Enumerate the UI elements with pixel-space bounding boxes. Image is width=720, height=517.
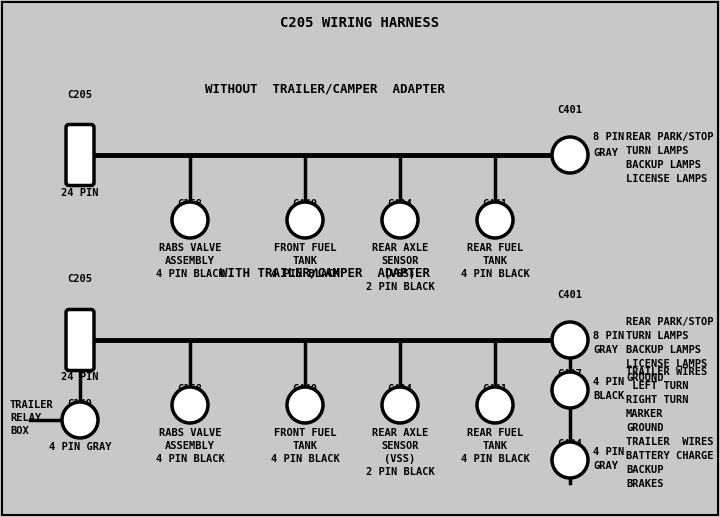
- Text: 24 PIN: 24 PIN: [61, 373, 99, 383]
- Text: 2 PIN BLACK: 2 PIN BLACK: [366, 282, 434, 292]
- Text: C158: C158: [178, 384, 202, 394]
- Text: RELAY: RELAY: [10, 413, 41, 423]
- Circle shape: [552, 372, 588, 408]
- Text: REAR PARK/STOP: REAR PARK/STOP: [626, 317, 714, 327]
- Text: 4 PIN BLACK: 4 PIN BLACK: [156, 454, 225, 464]
- Text: BACKUP: BACKUP: [626, 465, 664, 475]
- Text: 4 PIN BLACK: 4 PIN BLACK: [271, 454, 339, 464]
- Circle shape: [62, 402, 98, 438]
- Text: TRAILER WIRES: TRAILER WIRES: [626, 367, 707, 377]
- Text: SENSOR: SENSOR: [382, 256, 419, 266]
- Text: MARKER: MARKER: [626, 409, 664, 419]
- Text: C441: C441: [482, 199, 508, 209]
- Text: LEFT TURN: LEFT TURN: [626, 381, 688, 391]
- Text: GRAY: GRAY: [593, 461, 618, 471]
- Text: C404: C404: [387, 199, 413, 209]
- Text: C424: C424: [557, 439, 582, 449]
- Text: C205 WIRING HARNESS: C205 WIRING HARNESS: [280, 16, 440, 30]
- Text: 4 PIN BLACK: 4 PIN BLACK: [156, 269, 225, 279]
- Text: WITHOUT  TRAILER/CAMPER  ADAPTER: WITHOUT TRAILER/CAMPER ADAPTER: [205, 82, 445, 95]
- Text: C440: C440: [292, 199, 318, 209]
- Circle shape: [552, 137, 588, 173]
- Text: WITH TRAILER/CAMPER  ADAPTER: WITH TRAILER/CAMPER ADAPTER: [220, 267, 430, 280]
- Text: 8 PIN: 8 PIN: [593, 331, 624, 341]
- FancyBboxPatch shape: [66, 310, 94, 371]
- Circle shape: [287, 387, 323, 423]
- Text: 2 PIN BLACK: 2 PIN BLACK: [366, 467, 434, 477]
- Circle shape: [172, 387, 208, 423]
- Text: ASSEMBLY: ASSEMBLY: [165, 256, 215, 266]
- Text: C407: C407: [557, 369, 582, 379]
- Text: TANK: TANK: [292, 256, 318, 266]
- Text: RABS VALVE: RABS VALVE: [158, 428, 221, 438]
- Text: TANK: TANK: [292, 441, 318, 451]
- Text: REAR PARK/STOP: REAR PARK/STOP: [626, 132, 714, 142]
- Text: 4 PIN: 4 PIN: [593, 377, 624, 387]
- Text: TRAILER: TRAILER: [10, 400, 54, 410]
- Text: GRAY: GRAY: [593, 345, 618, 355]
- Text: ASSEMBLY: ASSEMBLY: [165, 441, 215, 451]
- Text: C401: C401: [557, 290, 582, 300]
- Text: TURN LAMPS: TURN LAMPS: [626, 331, 688, 341]
- Text: TANK: TANK: [482, 441, 508, 451]
- Text: BACKUP LAMPS: BACKUP LAMPS: [626, 160, 701, 170]
- Text: BLACK: BLACK: [593, 391, 624, 401]
- Text: GRAY: GRAY: [593, 148, 618, 158]
- Text: 8 PIN: 8 PIN: [593, 132, 624, 142]
- Text: FRONT FUEL: FRONT FUEL: [274, 428, 336, 438]
- Text: TANK: TANK: [482, 256, 508, 266]
- Circle shape: [477, 202, 513, 238]
- Text: LICENSE LAMPS: LICENSE LAMPS: [626, 359, 707, 369]
- FancyBboxPatch shape: [66, 125, 94, 186]
- Text: GROUND: GROUND: [626, 423, 664, 433]
- Circle shape: [287, 202, 323, 238]
- Text: (VSS): (VSS): [384, 269, 415, 279]
- Text: BRAKES: BRAKES: [626, 479, 664, 489]
- Text: C404: C404: [387, 384, 413, 394]
- Text: 4 PIN BLACK: 4 PIN BLACK: [461, 454, 529, 464]
- Text: C205: C205: [68, 89, 92, 99]
- Circle shape: [477, 387, 513, 423]
- Text: BATTERY CHARGE: BATTERY CHARGE: [626, 451, 714, 461]
- Text: C440: C440: [292, 384, 318, 394]
- Text: C205: C205: [68, 275, 92, 284]
- Text: C401: C401: [557, 105, 582, 115]
- Circle shape: [382, 387, 418, 423]
- Text: C441: C441: [482, 384, 508, 394]
- Text: 4 PIN BLACK: 4 PIN BLACK: [461, 269, 529, 279]
- Text: BACKUP LAMPS: BACKUP LAMPS: [626, 345, 701, 355]
- Text: REAR FUEL: REAR FUEL: [467, 428, 523, 438]
- Circle shape: [552, 442, 588, 478]
- Text: GROUND: GROUND: [626, 373, 664, 383]
- Text: C158: C158: [178, 199, 202, 209]
- Text: SENSOR: SENSOR: [382, 441, 419, 451]
- Text: RIGHT TURN: RIGHT TURN: [626, 395, 688, 405]
- Text: RABS VALVE: RABS VALVE: [158, 243, 221, 253]
- Circle shape: [172, 202, 208, 238]
- Text: REAR AXLE: REAR AXLE: [372, 428, 428, 438]
- Text: C149: C149: [68, 399, 92, 409]
- Text: 4 PIN GRAY: 4 PIN GRAY: [49, 442, 112, 452]
- Text: LICENSE LAMPS: LICENSE LAMPS: [626, 174, 707, 184]
- Text: TURN LAMPS: TURN LAMPS: [626, 146, 688, 156]
- Text: REAR FUEL: REAR FUEL: [467, 243, 523, 253]
- Circle shape: [552, 322, 588, 358]
- Text: TRAILER  WIRES: TRAILER WIRES: [626, 437, 714, 447]
- Text: (VSS): (VSS): [384, 454, 415, 464]
- Text: BOX: BOX: [10, 426, 29, 436]
- Text: REAR AXLE: REAR AXLE: [372, 243, 428, 253]
- Text: FRONT FUEL: FRONT FUEL: [274, 243, 336, 253]
- Circle shape: [382, 202, 418, 238]
- Text: 24 PIN: 24 PIN: [61, 188, 99, 197]
- Text: 4 PIN BLACK: 4 PIN BLACK: [271, 269, 339, 279]
- Text: 4 PIN: 4 PIN: [593, 447, 624, 457]
